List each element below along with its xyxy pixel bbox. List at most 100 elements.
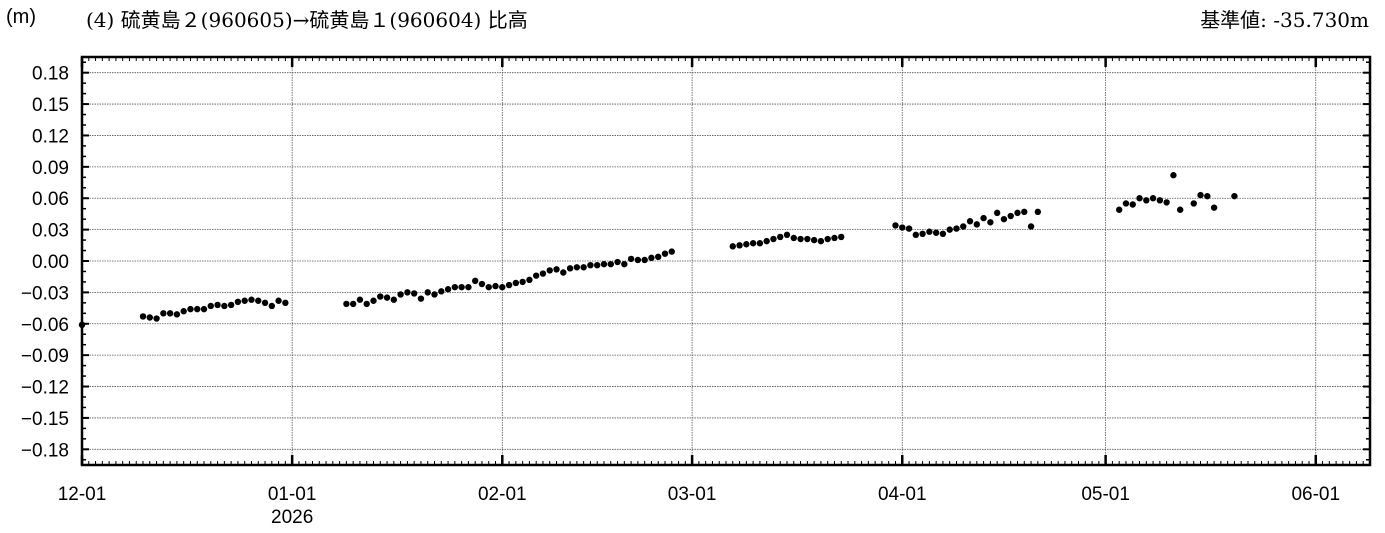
data-point xyxy=(810,236,818,244)
x-tick-labels: 12-01 01-01 02-01 03-01 04-01 05-01 06-01 2026 xyxy=(58,484,1340,528)
data-point xyxy=(404,289,411,296)
data-point xyxy=(532,272,540,279)
data-point xyxy=(363,300,370,308)
data-point xyxy=(248,296,255,303)
data-point xyxy=(1149,195,1157,202)
data-point xyxy=(987,219,994,226)
data-point xyxy=(621,260,628,268)
data-point xyxy=(485,283,492,291)
data-point xyxy=(383,294,391,301)
data-point xyxy=(1007,212,1014,220)
data-point xyxy=(397,291,404,298)
plot-frame xyxy=(80,55,1372,467)
data-point xyxy=(932,229,940,236)
data-point xyxy=(1000,215,1008,223)
data-point xyxy=(756,240,764,247)
data-point xyxy=(668,248,675,255)
data-point xyxy=(261,299,269,307)
data-point xyxy=(431,291,438,298)
data-point xyxy=(648,254,655,262)
data-point xyxy=(953,225,960,232)
y-tick-label: 0.18 xyxy=(32,64,69,85)
data-point xyxy=(573,264,581,271)
data-point xyxy=(783,231,791,239)
data-point xyxy=(892,222,899,229)
data-point xyxy=(526,276,533,284)
data-point xyxy=(390,296,398,303)
data-point xyxy=(160,310,167,317)
data-point xyxy=(444,286,452,293)
y-tick-label: −0.03 xyxy=(21,283,69,304)
data-point xyxy=(1129,201,1136,208)
data-point xyxy=(282,299,289,307)
data-point xyxy=(905,225,913,232)
data-point xyxy=(410,290,418,297)
x-tick-label: 04-01 xyxy=(878,484,927,505)
data-point xyxy=(214,301,221,309)
data-point xyxy=(241,297,248,304)
data-point xyxy=(173,311,181,318)
data-point xyxy=(499,283,506,291)
x-tick-label: 03-01 xyxy=(668,484,717,505)
data-point xyxy=(770,235,777,243)
data-point xyxy=(349,300,357,308)
data-point xyxy=(194,305,201,313)
data-point xyxy=(661,250,669,257)
data-point xyxy=(980,214,987,222)
data-point xyxy=(1136,195,1143,202)
data-point xyxy=(655,253,662,261)
data-point xyxy=(641,256,648,264)
data-point xyxy=(1143,197,1150,204)
data-point xyxy=(831,234,838,242)
data-point xyxy=(180,308,187,315)
y-tick-label: 0.09 xyxy=(32,158,69,179)
data-point xyxy=(377,293,384,300)
x-tick-label: 05-01 xyxy=(1081,484,1130,505)
data-point xyxy=(627,255,635,263)
data-point xyxy=(1122,200,1130,207)
data-point xyxy=(546,267,553,274)
data-point xyxy=(946,226,953,233)
x-tick-label: 12-01 xyxy=(58,484,107,505)
y-unit-label: (m) xyxy=(6,6,36,28)
data-point xyxy=(804,235,811,243)
data-point xyxy=(465,283,472,291)
data-point xyxy=(607,260,614,268)
data-point xyxy=(1190,200,1197,207)
data-point xyxy=(580,264,587,271)
y-tick-label: 0.03 xyxy=(32,221,69,242)
data-point xyxy=(505,281,513,289)
data-point xyxy=(743,241,750,248)
data-point xyxy=(343,300,350,308)
data-point xyxy=(370,297,377,304)
data-point xyxy=(255,297,262,304)
data-point xyxy=(478,280,486,288)
data-point xyxy=(153,315,160,322)
data-point xyxy=(763,237,770,245)
data-point xyxy=(200,305,208,313)
data-point xyxy=(275,297,282,304)
x-tick-label: 02-01 xyxy=(478,484,527,505)
data-point xyxy=(634,256,642,264)
data-point xyxy=(221,302,228,310)
data-point xyxy=(1163,199,1170,206)
y-tick-label: 0.00 xyxy=(32,252,69,273)
data-point xyxy=(973,221,981,228)
reference-value: 基準値: -35.730m xyxy=(1200,8,1369,32)
data-point xyxy=(451,283,459,291)
data-point xyxy=(919,230,926,237)
data-point xyxy=(1170,172,1177,179)
data-point xyxy=(1197,191,1204,199)
data-point xyxy=(749,240,757,247)
data-point xyxy=(966,218,974,225)
data-point xyxy=(1115,206,1123,213)
data-point xyxy=(458,283,465,291)
x-year-label: 2026 xyxy=(271,507,313,528)
x-tick-label: 01-01 xyxy=(268,484,317,505)
data-point xyxy=(993,209,1001,217)
data-point xyxy=(471,277,479,285)
data-points xyxy=(78,172,1238,329)
data-point xyxy=(587,261,594,269)
data-point xyxy=(824,235,831,243)
data-point xyxy=(736,242,743,249)
